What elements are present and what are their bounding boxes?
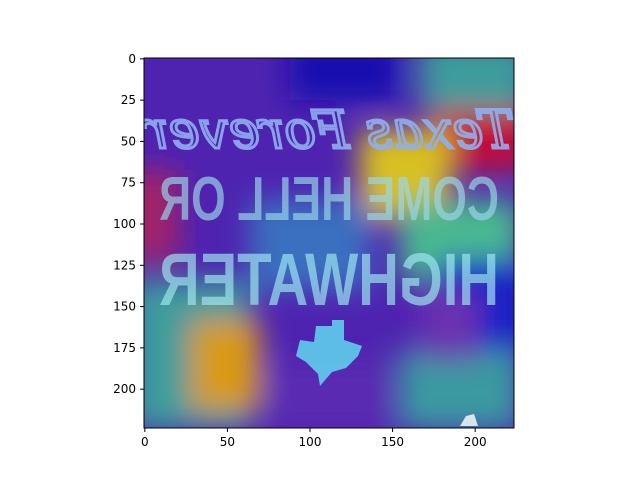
mirrored-image-text: Texas Forever COME HELL OR HIGHWATER (141, 100, 514, 322)
image-text-line3: HIGHWATER (159, 238, 499, 321)
y-tick-label: 0 (128, 52, 136, 66)
x-tick-label: 100 (299, 435, 322, 449)
y-tick-label: 150 (113, 300, 136, 314)
heat-blob-left-red (144, 170, 180, 260)
x-tick-label: 200 (464, 435, 487, 449)
heat-blob-topcenter-blue (290, 58, 400, 100)
texas-shape (296, 320, 362, 386)
y-tick-label: 125 (113, 258, 136, 272)
y-tick-label: 50 (121, 134, 136, 148)
heat-blob-topright-teal (420, 58, 514, 110)
heat-blob-mid-teal (250, 200, 370, 290)
axes-frame (143, 57, 515, 429)
y-axis-ticks: 0 25 50 75 100 125 150 175 200 (113, 52, 144, 396)
image-text-line1: Texas Forever (141, 101, 514, 161)
x-axis-ticks: 0 50 100 150 200 (141, 428, 487, 449)
y-tick-label: 25 (121, 93, 136, 107)
heat-blob-bottom-orange (190, 320, 260, 410)
x-tick-label: 50 (220, 435, 235, 449)
x-tick-label: 150 (381, 435, 404, 449)
y-tick-label: 200 (113, 382, 136, 396)
y-tick-label: 100 (113, 217, 136, 231)
y-tick-label: 175 (113, 341, 136, 355)
heat-blob-right-purple (420, 290, 480, 360)
heatmap-image: Texas Forever COME HELL OR HIGHWATER (141, 58, 514, 428)
corner-shape (460, 414, 478, 426)
x-tick-label: 0 (141, 435, 149, 449)
image-text-line2: COME HELL OR (159, 165, 499, 234)
y-tick-label: 75 (121, 176, 136, 190)
heat-blob-bottomright-teal (400, 350, 514, 428)
